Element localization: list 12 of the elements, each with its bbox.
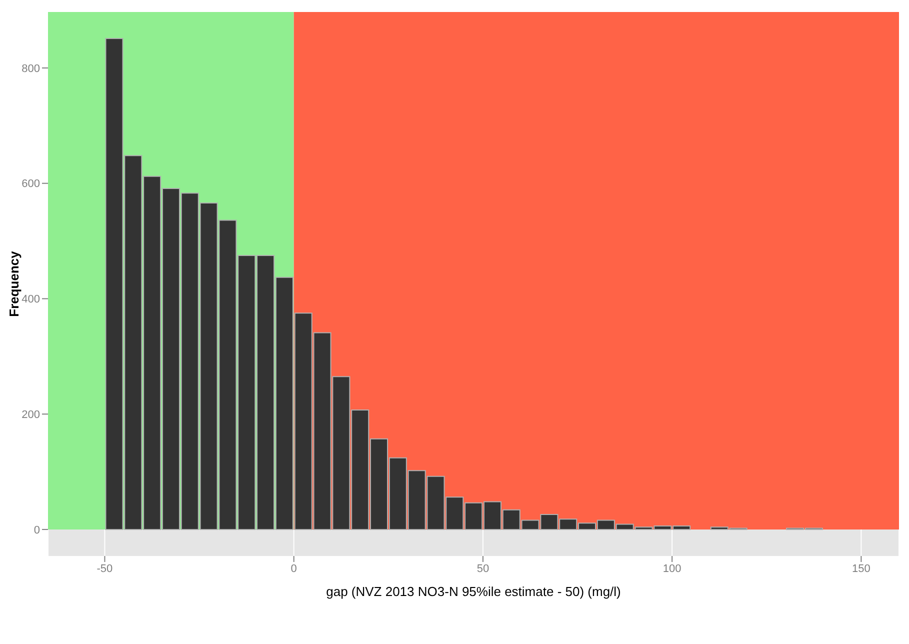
- y-tick-label: 600: [22, 178, 40, 190]
- y-tick-label: 400: [22, 294, 40, 306]
- y-tick-label: 0: [34, 524, 40, 536]
- x-tick-label: 50: [476, 562, 490, 575]
- x-tick-label: 0: [290, 562, 297, 575]
- y-tick-label: 200: [22, 408, 40, 421]
- y-tick-label: 800: [22, 62, 40, 75]
- y-axis-title: Frequency: [6, 250, 22, 317]
- x-tick-label: 100: [662, 562, 682, 575]
- x-tick-label: -50: [96, 562, 113, 575]
- x-axis-title: gap (NVZ 2013 NO3-N 95%ile estimate - 50) (mg/l): [326, 584, 621, 599]
- x-tick-label: 150: [852, 562, 870, 575]
